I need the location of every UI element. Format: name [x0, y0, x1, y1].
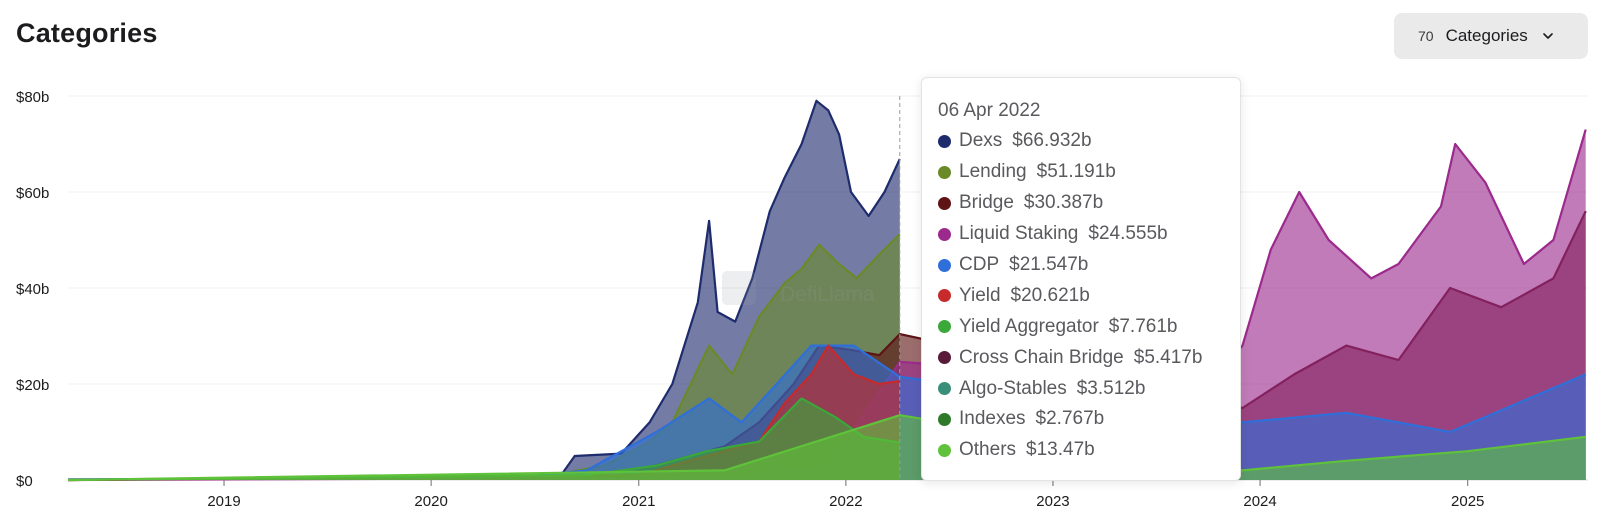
tooltip-series-name: Bridge [959, 192, 1014, 214]
tooltip-series-name: Others [959, 439, 1017, 461]
tooltip-series-value: $3.512b [1076, 377, 1146, 399]
series-area-others[interactable] [68, 415, 1586, 480]
tooltip-date: 06 Apr 2022 [938, 100, 1041, 121]
y-tick-label: $20b [16, 377, 49, 394]
legend-dot-icon [938, 258, 951, 272]
tooltip-series-name: Indexes [959, 408, 1026, 430]
tooltip-series-name: Yield [959, 284, 1001, 306]
series-line-others[interactable] [67, 414, 1586, 482]
tooltip-series-name: Algo-Stables [959, 377, 1067, 399]
tooltip-row: Liquid Staking $24.555b [938, 219, 1240, 250]
y-tick-label: $40b [16, 281, 49, 298]
legend-dot-icon [938, 134, 951, 148]
tooltip-row: Yield Aggregator $7.761b [938, 311, 1240, 342]
x-tick-label: 2023 [1036, 493, 1069, 510]
legend-dot-icon [938, 412, 951, 426]
tooltip-series-value: $66.932b [1012, 130, 1092, 152]
tooltip-series-name: Lending [959, 161, 1027, 183]
watermark-logo-icon [722, 271, 756, 305]
legend-dot-icon [938, 196, 951, 210]
x-tick-label: 2021 [622, 493, 655, 510]
tooltip-series-name: CDP [959, 254, 1000, 275]
series-line-dexs[interactable] [67, 99, 901, 481]
tooltip-row: Yield $20.621b [938, 280, 1240, 311]
tooltip-row: Dexs $66.932b [938, 126, 1240, 157]
tooltip-series-value: $2.767b [1035, 408, 1105, 430]
category-count: 70 [1418, 28, 1434, 44]
chevron-down-icon [1542, 33, 1553, 39]
tooltip-series-name: Dexs [959, 130, 1003, 152]
legend-dot-icon [938, 443, 951, 457]
series-area-yield-aggregator[interactable] [68, 398, 900, 480]
tooltip-row: Lending $51.191b [938, 157, 1240, 188]
legend-dot-icon [938, 165, 951, 179]
tooltip-series-value: $51.191b [1036, 161, 1116, 183]
x-tick-label: 2022 [829, 493, 862, 510]
chart-tooltip: 06 Apr 2022 Dexs $66.932b Lending $51.191b B… [921, 77, 1241, 481]
tooltip-series-value: $21.547b [1009, 254, 1089, 275]
legend-dot-icon [938, 351, 951, 365]
series-line-cdp[interactable] [67, 344, 1587, 481]
tooltip-series-value: $30.387b [1023, 192, 1104, 214]
tooltip-series-name: Yield Aggregator [959, 315, 1099, 337]
tooltip-series-name: Cross Chain Bridge [959, 346, 1124, 368]
categories-dropdown-label: Categories [1445, 26, 1528, 45]
x-tick-label: 2025 [1451, 493, 1484, 510]
x-tick-label: 2024 [1243, 493, 1276, 510]
watermark-text: DefiLlama [780, 283, 875, 306]
tooltip-series-value: $24.555b [1088, 223, 1168, 245]
tooltip-row: CDP $21.547b [938, 250, 1240, 281]
tooltip-series-value: $20.621b [1010, 284, 1090, 306]
legend-dot-icon [938, 289, 951, 303]
legend-dot-icon [938, 320, 951, 334]
y-tick-label: $80b [16, 89, 49, 106]
x-tick-label: 2019 [207, 493, 240, 510]
x-tick-label: 2020 [414, 493, 447, 510]
y-tick-label: $60b [16, 185, 49, 202]
tooltip-series-name: Liquid Staking [959, 223, 1079, 245]
tooltip-row: Bridge $30.387b [938, 188, 1240, 219]
legend-dot-icon [938, 227, 951, 241]
y-tick-label: $0 [16, 473, 33, 490]
page-title: Categories [16, 18, 158, 48]
tooltip-row: Cross Chain Bridge $5.417b [938, 342, 1240, 373]
tooltip-series-value: $5.417b [1133, 346, 1203, 368]
tooltip-series-value: $7.761b [1108, 315, 1178, 337]
legend-dot-icon [938, 382, 951, 396]
tooltip-row: Others $13.47b [938, 435, 1240, 466]
categories-dropdown-button[interactable]: 70 Categories [1394, 13, 1588, 59]
tooltip-series-value: $13.47b [1026, 439, 1095, 461]
tooltip-row: Indexes $2.767b [938, 404, 1240, 435]
tooltip-row: Algo-Stables $3.512b [938, 373, 1240, 404]
